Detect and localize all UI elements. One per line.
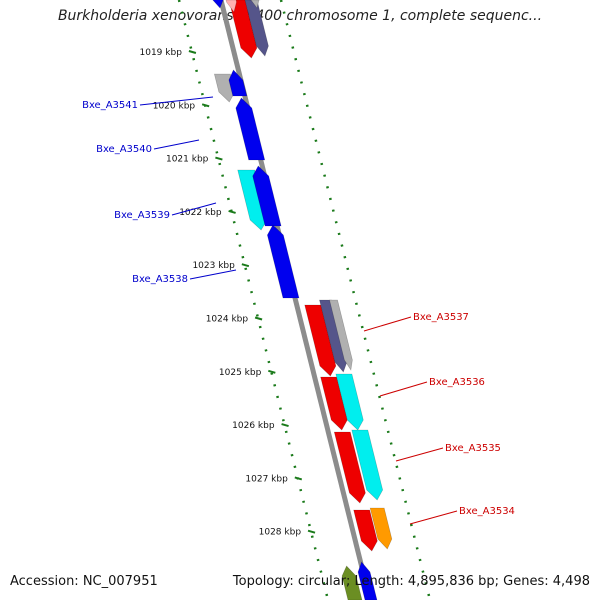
cds-feature bbox=[351, 429, 384, 501]
tick-mark bbox=[215, 156, 223, 161]
cds-feature bbox=[225, 0, 237, 13]
cds-feature bbox=[244, 0, 269, 57]
tick-label: 1028 kbp bbox=[259, 528, 302, 538]
cds-feature bbox=[237, 169, 268, 231]
gene-label: Bxe_A3538 bbox=[132, 274, 188, 285]
gene-label: Bxe_A3540 bbox=[96, 144, 152, 155]
tick-label: 1026 kbp bbox=[232, 421, 275, 431]
cds-feature bbox=[369, 507, 393, 550]
callout-line bbox=[363, 316, 412, 332]
chromosome-backbone bbox=[218, 0, 373, 600]
cds-feature bbox=[353, 509, 378, 552]
gene-label: Bxe_A3537 bbox=[413, 312, 469, 323]
tick-label: 1025 kbp bbox=[219, 368, 262, 378]
cds-feature bbox=[304, 304, 337, 377]
callout-line bbox=[409, 510, 458, 525]
gene-label: Bxe_A3534 bbox=[459, 506, 515, 517]
cds-feature bbox=[228, 0, 258, 59]
kbp-ticks: 1019 kbp 1020 kbp 1021 kbp 1022 kbp 1023 kbp… bbox=[140, 48, 316, 538]
callout-line bbox=[395, 447, 444, 462]
cds-feature bbox=[212, 0, 224, 9]
tick-label: 1027 kbp bbox=[245, 474, 288, 484]
cds-feature bbox=[228, 69, 248, 97]
cds-feature bbox=[249, 0, 261, 9]
dotted-guides bbox=[177, 0, 432, 600]
tick-label: 1022 kbp bbox=[179, 208, 222, 218]
tick-label: 1019 kbp bbox=[140, 48, 183, 58]
tick-mark bbox=[268, 369, 276, 374]
tick-mark bbox=[201, 103, 210, 108]
map-title: Burkholderia xenovorans LB400 chromosome… bbox=[57, 8, 543, 24]
accession-label: Accession: NC_007951 bbox=[10, 574, 158, 589]
callout-line bbox=[379, 381, 428, 397]
cds-feature bbox=[329, 299, 353, 371]
sequence-summary: Topology: circular; Length: 4,895,836 bp… bbox=[232, 574, 590, 589]
tick-label: 1020 kbp bbox=[153, 101, 196, 111]
gene-callouts: Bxe_A3541 Bxe_A3540 Bxe_A3539 Bxe_A3538 Bxe_… bbox=[82, 96, 515, 525]
cds-feature bbox=[267, 224, 300, 299]
gene-label: Bxe_A3536 bbox=[429, 377, 485, 388]
tick-mark bbox=[294, 476, 303, 481]
cds-feature bbox=[320, 376, 348, 431]
gene-label: Bxe_A3541 bbox=[82, 100, 138, 111]
callout-line bbox=[189, 269, 237, 280]
tick-label: 1024 kbp bbox=[206, 315, 249, 325]
cds-feature bbox=[341, 565, 363, 600]
callout-line bbox=[153, 139, 200, 150]
tick-mark bbox=[281, 423, 289, 428]
cds-feature bbox=[333, 431, 366, 504]
tick-mark bbox=[241, 263, 250, 268]
gene-label: Bxe_A3539 bbox=[114, 210, 170, 221]
callout-line bbox=[139, 96, 214, 106]
tick-label: 1021 kbp bbox=[166, 155, 209, 165]
gene-label: Bxe_A3535 bbox=[445, 443, 501, 454]
cds-feature bbox=[335, 373, 364, 431]
tick-label: 1023 kbp bbox=[192, 261, 235, 271]
cds-feature bbox=[357, 561, 378, 600]
cds-feature bbox=[235, 97, 266, 161]
tick-mark bbox=[307, 529, 316, 534]
callout-line bbox=[171, 202, 217, 216]
tick-mark bbox=[188, 50, 197, 54]
tick-mark bbox=[228, 209, 236, 214]
tick-mark bbox=[254, 316, 263, 321]
dotted-guide-inner bbox=[177, 0, 330, 600]
gene-features bbox=[212, 0, 393, 600]
